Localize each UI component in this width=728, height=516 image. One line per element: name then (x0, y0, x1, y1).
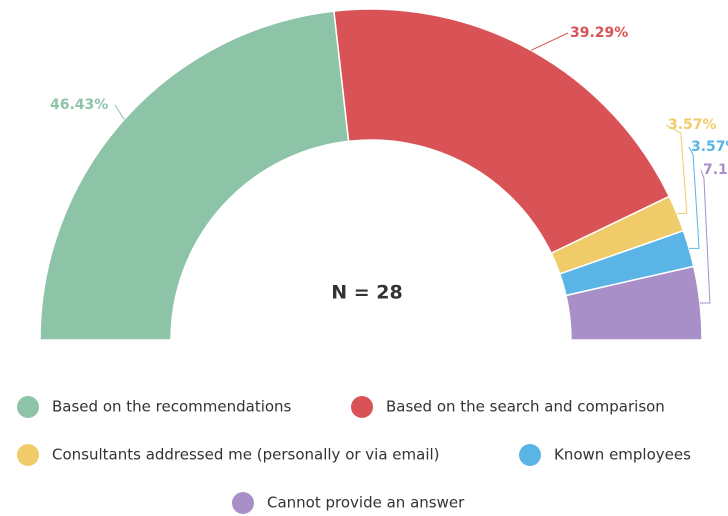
legend-marker (17, 444, 39, 466)
percent-label: 46.43% (50, 97, 108, 113)
slice (333, 8, 671, 255)
legend-label: Consultants addressed me (personally or … (52, 446, 440, 464)
leader-line (114, 104, 125, 120)
leader-line (665, 124, 688, 214)
legend-marker (17, 396, 39, 418)
percent-label: 3.57% (668, 117, 717, 133)
legend-marker (519, 444, 541, 466)
slice (565, 265, 703, 341)
leader-line (530, 32, 569, 51)
leader-line (699, 169, 711, 304)
legend-label: Known employees (554, 446, 691, 464)
legend-marker (232, 492, 254, 514)
slice (39, 10, 350, 341)
center-label: N = 28 (331, 282, 403, 304)
legend-label: Based on the search and comparison (386, 398, 665, 416)
legend-marker (351, 396, 373, 418)
percent-label: 39.29% (570, 25, 628, 41)
percent-label: 7.14% (703, 162, 728, 178)
legend-label: Cannot provide an answer (267, 494, 465, 512)
percent-label: 3.57% (691, 139, 728, 155)
legend-label: Based on the recommendations (52, 398, 292, 416)
leader-line (688, 146, 700, 249)
